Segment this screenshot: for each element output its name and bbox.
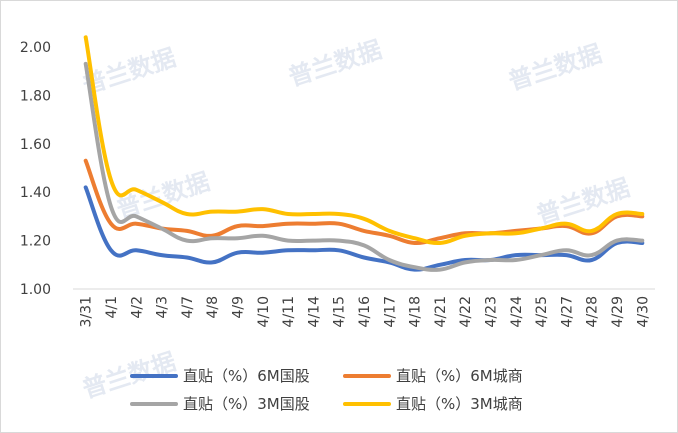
- x-tick-label: 4/27: [559, 296, 575, 327]
- y-tick-label: 1.60: [20, 137, 51, 153]
- x-tick-label: 4/16: [357, 296, 373, 328]
- x-tick-label: 4/30: [635, 296, 651, 327]
- y-tick-label: 1.20: [20, 234, 51, 250]
- x-tick-label: 4/23: [484, 296, 500, 327]
- x-tick-label: 4/24: [509, 296, 525, 328]
- legend-label: 直贴（%）3M国股: [183, 395, 310, 413]
- x-tick-label: 4/29: [610, 296, 626, 327]
- x-tick-label: 4/11: [281, 296, 297, 327]
- y-tick-label: 1.00: [20, 282, 51, 298]
- watermark-text: 普兰数据: [285, 35, 385, 91]
- x-tick-label: 4/7: [180, 296, 196, 319]
- x-tick-label: 3/31: [79, 296, 95, 327]
- series-line-3: [83, 61, 645, 272]
- x-tick-label: 4/22: [458, 296, 474, 327]
- legend-label: 直贴（%）6M国股: [183, 367, 310, 385]
- x-tick-label: 4/14: [306, 296, 322, 328]
- series-line-4: [83, 35, 645, 246]
- x-tick-label: 4/10: [256, 296, 272, 327]
- x-tick-label: 4/21: [433, 296, 449, 327]
- y-tick-label: 1.40: [20, 185, 51, 201]
- y-tick-label: 1.80: [20, 88, 51, 104]
- x-tick-label: 4/15: [332, 296, 348, 327]
- legend-label: 直贴（%）3M城商: [396, 395, 523, 413]
- x-tick-label: 4/9: [230, 296, 246, 319]
- axis-layer: 1.00 1.20 1.40 1.60 1.80 2.00 3/31 4/1 4/2 4/3 4/7…: [20, 40, 655, 327]
- x-tick-label: 4/18: [408, 296, 424, 327]
- x-tick-label: 4/8: [205, 296, 221, 319]
- x-tick-label: 4/1: [104, 296, 120, 319]
- series-layer: [83, 35, 645, 272]
- x-tick-label: 4/17: [382, 296, 398, 327]
- y-tick-label: 2.00: [20, 40, 51, 56]
- x-tick-label: 4/2: [129, 296, 145, 319]
- watermark-text: 普兰数据: [533, 173, 633, 229]
- x-tick-label: 4/3: [155, 296, 171, 319]
- x-tick-label: 4/25: [534, 296, 550, 327]
- watermark-text: 普兰数据: [505, 39, 605, 95]
- x-tick-label: 4/28: [585, 296, 601, 327]
- watermark-layer: 普兰数据 普兰数据 普兰数据 普兰数据 普兰数据 普兰数据: [79, 35, 633, 403]
- legend-label: 直贴（%）6M城商: [396, 367, 523, 385]
